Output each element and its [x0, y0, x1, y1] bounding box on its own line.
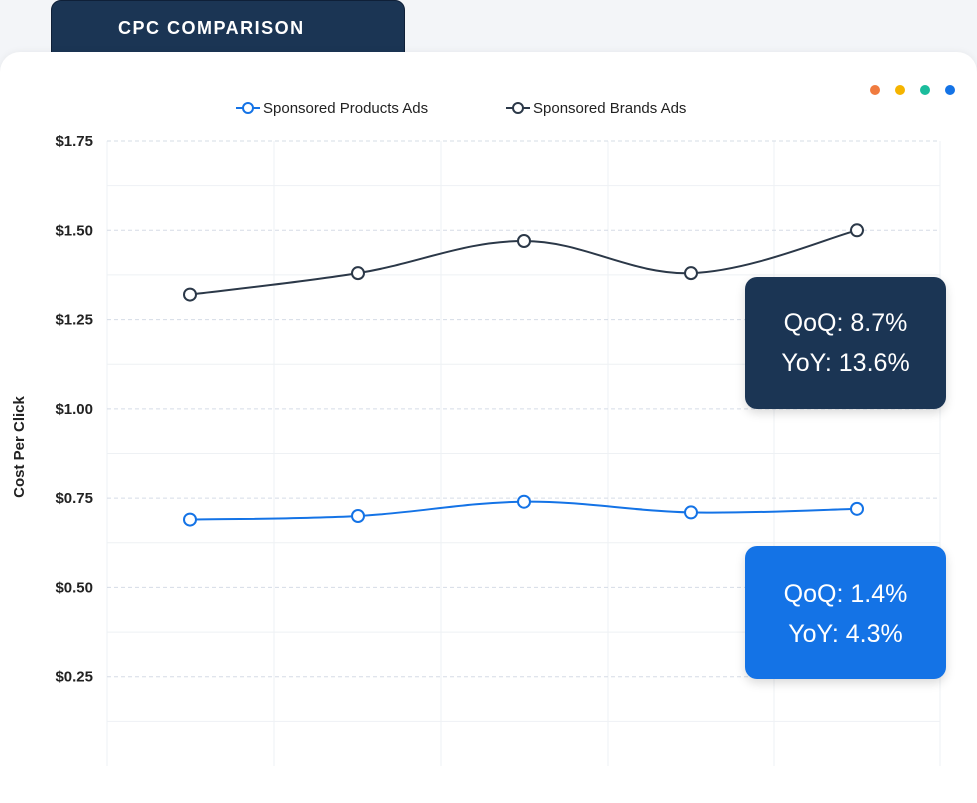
yellow-dot-icon: [895, 85, 905, 95]
y-tick-label: $1.25: [55, 312, 93, 329]
y-tick-label: $0.25: [55, 669, 93, 686]
data-point: [183, 512, 197, 527]
y-tick-label: $1.50: [55, 222, 93, 239]
products-change-badge: QoQ: 1.4% YoY: 4.3%: [745, 546, 946, 679]
legend-marker-1: [512, 102, 524, 114]
legend-label-0: Sponsored Products Ads: [263, 100, 428, 117]
data-point: [183, 287, 197, 302]
products-qoq: QoQ: 1.4%: [783, 580, 908, 608]
orange-dot-icon: [870, 85, 880, 95]
data-point: [351, 266, 365, 281]
brands-change-badge: QoQ: 8.7% YoY: 13.6%: [745, 277, 946, 409]
y-tick-label: $0.75: [55, 490, 93, 507]
window-dots: [870, 85, 955, 95]
brands-qoq: QoQ: 8.7%: [783, 309, 908, 337]
data-point: [517, 234, 531, 248]
y-tick-label: $0.50: [55, 579, 93, 596]
legend-marker-0: [242, 102, 254, 114]
y-tick-label: $1.75: [55, 133, 93, 150]
chart-title-tab: CPC COMPARISON: [51, 0, 405, 56]
data-point: [850, 223, 864, 238]
blue-dot-icon: [945, 85, 955, 95]
data-point: [684, 505, 698, 520]
data-point: [517, 494, 531, 509]
data-point: [850, 501, 864, 516]
green-dot-icon: [920, 85, 930, 95]
data-point: [351, 509, 365, 523]
products-yoy: YoY: 4.3%: [788, 620, 903, 648]
y-tick-label: $1.00: [55, 401, 93, 418]
brands-yoy: YoY: 13.6%: [781, 349, 910, 377]
y-axis-label: Cost Per Click: [11, 395, 28, 497]
legend-label-1: Sponsored Brands Ads: [533, 100, 686, 117]
chart-title: CPC COMPARISON: [118, 18, 305, 38]
data-point: [684, 266, 698, 281]
